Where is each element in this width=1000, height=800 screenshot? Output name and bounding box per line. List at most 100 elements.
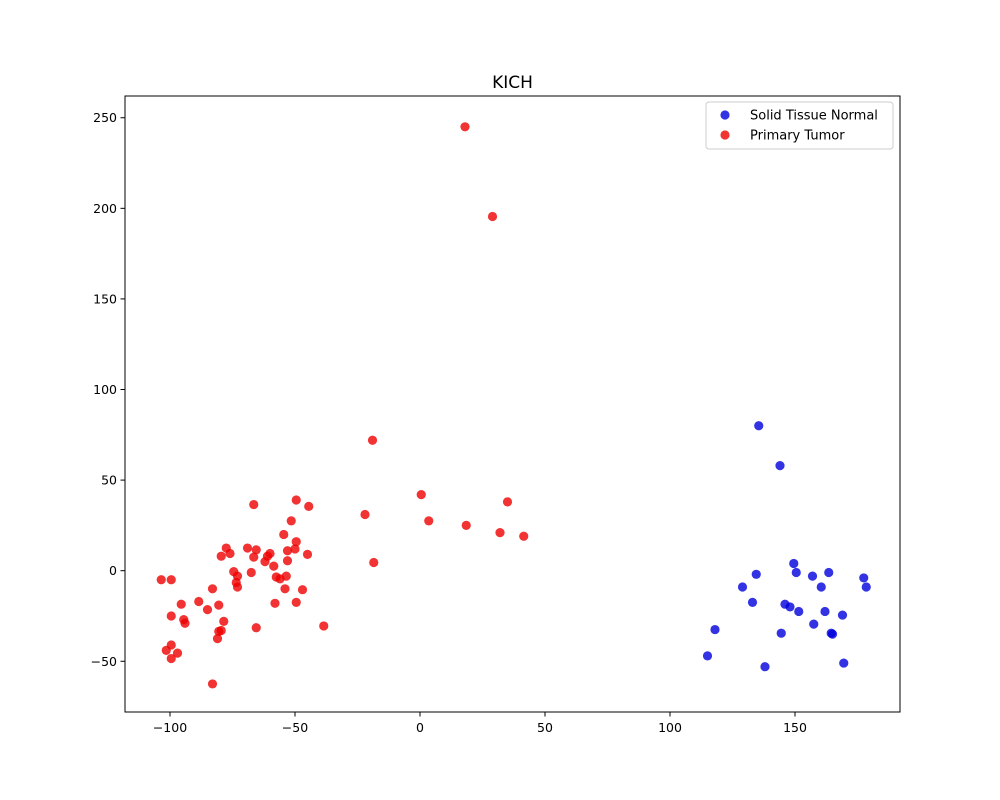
point-series-0-0 (754, 421, 764, 431)
point-series-0-3 (791, 567, 801, 578)
point-series-1-25 (249, 552, 259, 562)
point-series-1-0 (460, 122, 470, 132)
legend-label-1: Primary Tumor (750, 129, 845, 144)
point-series-1-30 (269, 561, 279, 571)
point-series-1-12 (304, 501, 314, 511)
point-series-1-42 (166, 575, 176, 585)
point-series-1-16 (291, 537, 301, 547)
point-series-1-48 (270, 598, 280, 608)
point-series-1-28 (260, 557, 270, 567)
point-series-1-54 (319, 621, 329, 631)
point-series-0-8 (737, 582, 748, 592)
point-series-1-52 (180, 618, 190, 628)
point-series-1-41 (156, 575, 166, 585)
point-series-0-11 (747, 597, 758, 607)
y-tick-label: 250 (93, 110, 117, 125)
point-series-0-23 (760, 662, 770, 672)
point-series-1-62 (166, 653, 176, 664)
point-series-1-24 (216, 551, 226, 561)
point-series-1-50 (166, 611, 176, 621)
point-series-1-38 (232, 582, 243, 592)
point-series-1-8 (495, 528, 505, 538)
y-tick-label: 0 (109, 563, 117, 578)
legend-label-0: Solid Tissue Normal (750, 109, 878, 124)
point-series-1-49 (291, 597, 301, 607)
x-tick-label: −100 (153, 720, 187, 735)
point-series-1-7 (461, 520, 471, 530)
legend-marker-1 (720, 130, 730, 140)
point-series-0-16 (837, 610, 848, 620)
point-series-1-9 (519, 531, 529, 541)
point-series-0-24 (839, 658, 849, 668)
y-tick-label: 200 (93, 201, 117, 216)
point-series-1-1 (487, 211, 498, 222)
point-series-0-6 (859, 573, 869, 583)
point-series-1-15 (279, 529, 289, 540)
y-tick-label: 100 (93, 382, 117, 397)
point-series-1-3 (416, 489, 426, 500)
point-series-0-10 (861, 582, 871, 592)
point-series-1-63 (207, 679, 218, 689)
legend: Solid Tissue Normal Primary Tumor (705, 101, 894, 150)
y-axis: −50 0 50 100 150 200 250 (91, 110, 125, 669)
point-series-1-13 (249, 499, 259, 510)
point-series-1-55 (251, 623, 261, 633)
point-series-1-20 (242, 543, 253, 553)
point-series-1-27 (265, 548, 275, 559)
point-series-1-32 (246, 567, 256, 578)
legend-marker-0 (720, 110, 730, 120)
point-series-1-47 (202, 605, 213, 615)
point-series-1-2 (367, 435, 378, 445)
point-series-1-46 (214, 600, 224, 610)
point-series-1-39 (280, 584, 290, 594)
point-series-0-2 (789, 558, 799, 569)
point-series-1-10 (369, 557, 379, 568)
point-series-0-7 (751, 569, 761, 579)
point-series-1-21 (251, 545, 261, 555)
y-tick-label: 150 (93, 291, 117, 306)
point-series-0-19 (776, 628, 786, 638)
point-series-0-15 (820, 606, 830, 617)
point-series-0-14 (794, 606, 804, 617)
x-tick-label: 0 (416, 720, 424, 735)
plot-frame (124, 95, 901, 713)
point-series-1-17 (290, 544, 300, 554)
point-series-0-4 (824, 567, 834, 578)
point-series-1-14 (286, 516, 296, 526)
point-series-0-9 (816, 582, 826, 592)
point-series-1-40 (297, 585, 308, 595)
point-series-0-22 (702, 651, 713, 661)
point-series-0-18 (710, 624, 720, 635)
point-series-1-29 (282, 556, 293, 566)
point-series-1-53 (219, 616, 229, 627)
point-series-0-1 (775, 461, 785, 471)
point-series-1-5 (360, 509, 370, 520)
point-series-1-6 (424, 516, 434, 526)
x-tick-label: −50 (282, 720, 308, 735)
x-axis: −100 −50 0 50 100 150 (153, 712, 807, 735)
y-tick-label: −50 (91, 654, 117, 669)
point-series-1-43 (207, 584, 218, 594)
point-series-0-21 (827, 629, 838, 639)
point-series-1-23 (225, 548, 235, 559)
point-series-1-4 (502, 497, 513, 507)
x-tick-label: 150 (783, 720, 807, 735)
point-series-1-36 (281, 571, 291, 581)
x-tick-label: 100 (658, 720, 682, 735)
y-tick-label: 50 (101, 473, 117, 488)
point-series-0-13 (785, 602, 795, 612)
point-series-1-60 (161, 645, 171, 656)
point-series-1-11 (291, 495, 301, 505)
point-series-1-19 (302, 549, 313, 559)
point-series-1-18 (282, 546, 293, 556)
point-series-1-61 (172, 648, 183, 658)
point-series-0-5 (807, 571, 818, 581)
x-tick-label: 50 (537, 720, 553, 735)
point-series-1-44 (176, 599, 186, 609)
point-series-1-57 (214, 626, 224, 636)
point-series-1-45 (194, 596, 204, 607)
chart-title: KICH (492, 73, 533, 93)
point-series-0-17 (809, 619, 819, 629)
points-layer (156, 122, 871, 689)
